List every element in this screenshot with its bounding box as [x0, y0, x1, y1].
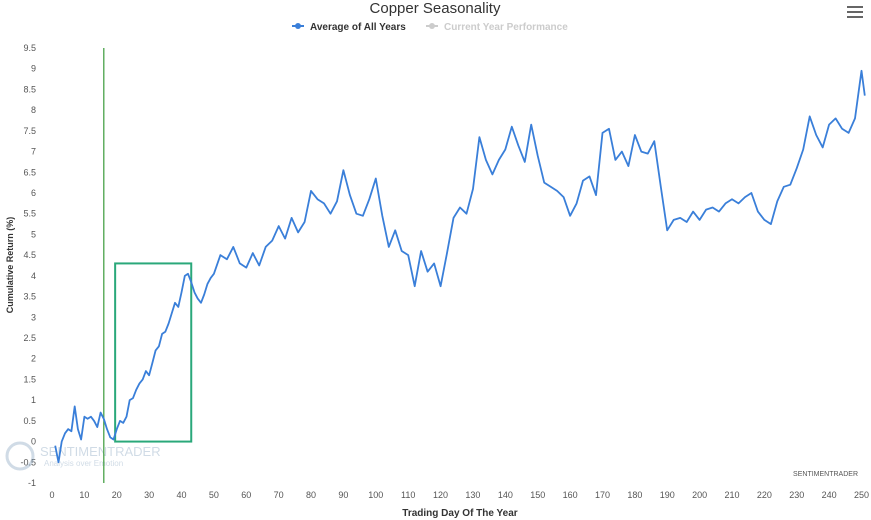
x-tick-label: 130 — [465, 490, 480, 500]
x-tick-label: 180 — [627, 490, 642, 500]
y-tick-label: 5 — [31, 229, 36, 239]
legend-item-current-year[interactable]: Current Year Performance — [426, 22, 568, 33]
legend: Average of All Years Current Year Perfor… — [292, 22, 568, 33]
x-tick-label: 70 — [274, 490, 284, 500]
y-tick-label: 1.5 — [23, 374, 36, 384]
x-tick-label: 220 — [757, 490, 772, 500]
y-tick-label: 1 — [31, 395, 36, 405]
y-tick-label: 3 — [31, 312, 36, 322]
highlight-rectangle — [114, 262, 193, 443]
watermark-subtext: Analysis over Emotion — [44, 459, 123, 468]
y-tick-label: 4 — [31, 271, 36, 281]
menu-bar-icon — [847, 16, 863, 18]
legend-label-current-year: Current Year Performance — [444, 22, 568, 33]
y-axis-ticks: -1 -0.5 0 0.5 1 1.5 2 2.5 3 3.5 4 4.5 5 5.5 6 6.5 7 7.5 8 8… — [20, 43, 36, 488]
y-tick-label: 9.5 — [23, 43, 36, 53]
x-tick-label: 230 — [789, 490, 804, 500]
x-tick-label: 40 — [177, 490, 187, 500]
watermark-logo-icon — [5, 441, 35, 471]
x-tick-label: 100 — [368, 490, 383, 500]
y-tick-label: 7.5 — [23, 126, 36, 136]
x-axis-label: Trading Day Of The Year — [402, 508, 518, 519]
y-tick-label: 6.5 — [23, 167, 36, 177]
y-tick-label: 8.5 — [23, 84, 36, 94]
y-tick-label: 2.5 — [23, 333, 36, 343]
y-tick-label: 0 — [31, 437, 36, 447]
x-tick-label: 200 — [692, 490, 707, 500]
y-tick-label: 0.5 — [23, 416, 36, 426]
chart-credit: SENTIMENTRADER — [793, 471, 858, 478]
chart-title: Copper Seasonality — [370, 0, 501, 17]
y-tick-label: 8 — [31, 105, 36, 115]
x-tick-label: 250 — [854, 490, 869, 500]
chart-menu-button[interactable] — [847, 4, 863, 18]
x-tick-label: 50 — [209, 490, 219, 500]
x-tick-label: 80 — [306, 490, 316, 500]
x-tick-label: 60 — [241, 490, 251, 500]
x-tick-label: 110 — [401, 490, 415, 500]
series-line-average — [54, 69, 866, 464]
y-tick-label: 5.5 — [23, 209, 36, 219]
y-tick-label: 4.5 — [23, 250, 36, 260]
y-axis-label: Cumulative Return (%) — [5, 217, 15, 314]
y-tick-label: -1 — [28, 478, 36, 488]
y-tick-label: 6 — [31, 188, 36, 198]
x-tick-label: 140 — [498, 490, 513, 500]
x-axis-ticks: 0 10 20 30 40 50 60 70 80 90 100 110 120 130 140 150 160… — [49, 490, 869, 500]
x-tick-label: 160 — [563, 490, 578, 500]
x-tick-label: 240 — [822, 490, 837, 500]
x-tick-label: 0 — [49, 490, 54, 500]
menu-bar-icon — [847, 6, 863, 8]
x-tick-label: 10 — [79, 490, 89, 500]
x-tick-label: 30 — [144, 490, 154, 500]
watermark-text: SENTIMENTRADER — [40, 444, 161, 459]
legend-item-average[interactable]: Average of All Years — [292, 22, 406, 33]
watermark: SENTIMENTRADER Analysis over Emotion — [5, 441, 161, 471]
menu-bar-icon — [847, 11, 863, 13]
x-tick-label: 20 — [112, 490, 122, 500]
x-tick-label: 90 — [338, 490, 348, 500]
x-tick-label: 150 — [530, 490, 545, 500]
x-tick-label: 120 — [433, 490, 448, 500]
x-tick-label: 210 — [724, 490, 739, 500]
x-tick-label: 190 — [660, 490, 675, 500]
y-tick-label: -0.5 — [20, 457, 36, 467]
y-tick-label: 9 — [31, 64, 36, 74]
y-tick-label: 2 — [31, 354, 36, 364]
x-tick-label: 170 — [595, 490, 610, 500]
y-tick-label: 7 — [31, 147, 36, 157]
legend-label-average: Average of All Years — [310, 22, 406, 33]
y-tick-label: 3.5 — [23, 292, 36, 302]
